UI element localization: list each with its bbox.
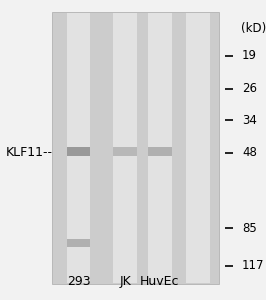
Text: KLF11--: KLF11-- <box>5 146 52 160</box>
Text: 85: 85 <box>242 221 257 235</box>
Text: 26: 26 <box>242 82 257 95</box>
Bar <box>66 13 90 283</box>
Text: (kD): (kD) <box>241 22 266 35</box>
Text: 117: 117 <box>242 259 265 272</box>
Bar <box>66 147 90 156</box>
Bar <box>52 12 219 284</box>
Bar <box>148 147 172 156</box>
Text: HuvEc: HuvEc <box>140 275 179 288</box>
Bar <box>186 13 210 283</box>
Text: 293: 293 <box>67 275 90 288</box>
Bar <box>113 13 137 283</box>
Text: 48: 48 <box>242 146 257 160</box>
Text: 34: 34 <box>242 113 257 127</box>
Bar <box>66 239 90 247</box>
Bar <box>148 13 172 283</box>
Bar <box>113 147 137 156</box>
Text: 19: 19 <box>242 49 257 62</box>
Text: JK: JK <box>119 275 131 288</box>
